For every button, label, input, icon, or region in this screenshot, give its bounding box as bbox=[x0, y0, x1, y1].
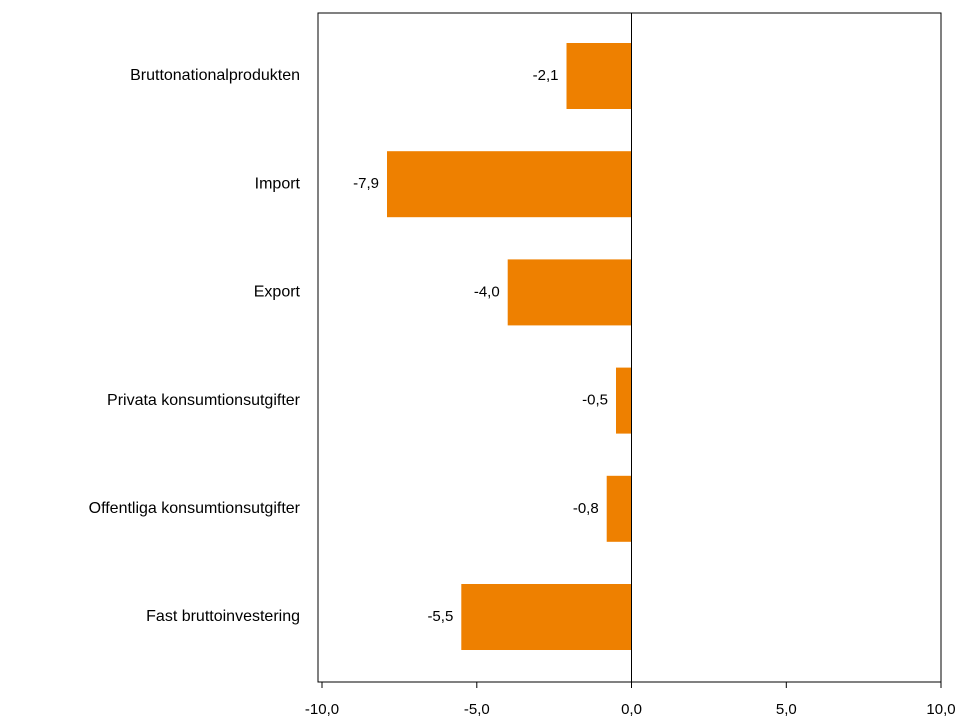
category-label-0: Bruttonationalprodukten bbox=[130, 67, 300, 84]
value-label-5: -5,5 bbox=[427, 608, 453, 625]
plot-area-frame bbox=[317, 12, 942, 683]
bars-layer bbox=[387, 43, 632, 650]
x-tick-label-1: -5,0 bbox=[464, 701, 490, 718]
bar-5 bbox=[461, 584, 632, 650]
category-label-3: Privata konsumtionsutgifter bbox=[107, 392, 301, 409]
bar-3 bbox=[616, 367, 632, 434]
category-labels: Bruttonationalprodukten Import Export Priva… bbox=[89, 67, 301, 625]
value-labels: -2,1 -7,9 -4,0 -0,5 -0,8 -5,5 bbox=[353, 67, 608, 625]
value-label-0: -2,1 bbox=[533, 67, 559, 84]
value-label-3: -0,5 bbox=[582, 392, 608, 409]
category-label-4: Offentliga konsumtionsutgifter bbox=[89, 500, 301, 517]
value-label-2: -4,0 bbox=[474, 283, 500, 300]
value-label-4: -0,8 bbox=[573, 500, 599, 517]
x-tick-label-2: 0,0 bbox=[621, 701, 642, 718]
bar-4 bbox=[606, 475, 632, 542]
x-axis-ticks: -10,0 -5,0 0,0 5,0 10,0 bbox=[305, 682, 956, 718]
x-tick-label-3: 5,0 bbox=[776, 701, 797, 718]
bar-1 bbox=[387, 151, 632, 218]
x-tick-label-0: -10,0 bbox=[305, 701, 339, 718]
x-tick-label-4: 10,0 bbox=[926, 701, 955, 718]
bar-0 bbox=[566, 43, 632, 109]
bar-2 bbox=[507, 259, 632, 326]
value-label-1: -7,9 bbox=[353, 175, 379, 192]
category-label-5: Fast bruttoinvestering bbox=[146, 608, 300, 625]
category-label-1: Import bbox=[255, 175, 301, 192]
category-label-2: Export bbox=[254, 284, 301, 301]
